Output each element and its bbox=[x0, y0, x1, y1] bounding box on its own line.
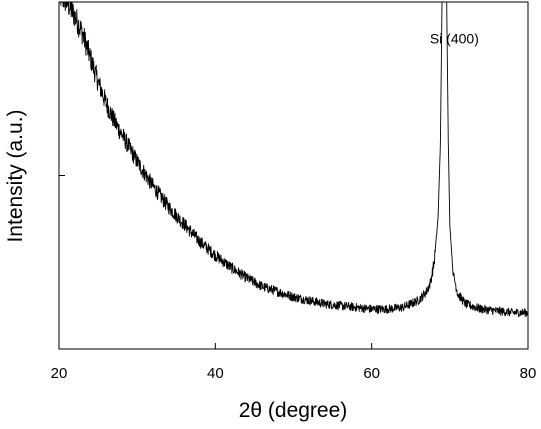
x-tick-label: 40 bbox=[207, 365, 224, 382]
peak-annotation-si400: Si (400) bbox=[430, 31, 479, 47]
y-axis-title: Intensity (a.u.) bbox=[4, 109, 27, 242]
x-axis-tick-labels: 20 40 60 80 bbox=[51, 365, 537, 382]
x-axis-ticks bbox=[58, 343, 529, 349]
plot-area bbox=[60, 2, 528, 318]
x-axis-title: 2θ (degree) bbox=[239, 399, 348, 422]
x-tick-label: 80 bbox=[520, 365, 537, 382]
y-axis-ticks bbox=[59, 1, 65, 176]
x-tick-label: 20 bbox=[51, 365, 68, 382]
x-tick-label: 60 bbox=[363, 365, 380, 382]
series-line-intensity bbox=[60, 2, 528, 318]
